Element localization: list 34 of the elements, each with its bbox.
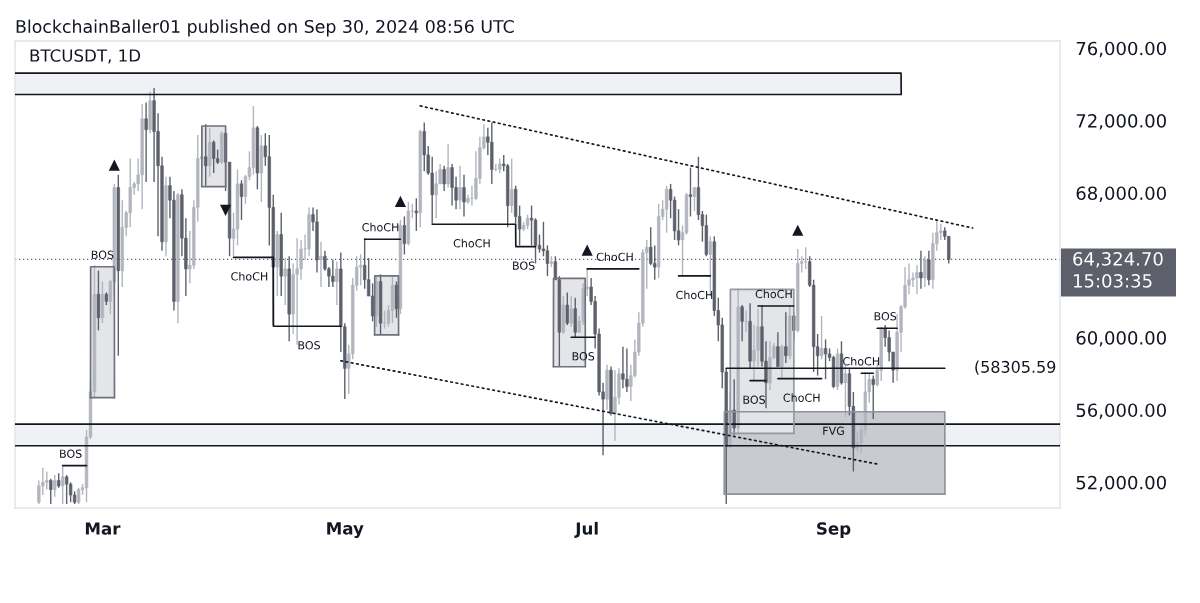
series-label: (58305.59 [975,360,1056,375]
annotation: ChoCH [843,356,880,366]
annotation: BOS [513,261,535,270]
annotation: ▲ [108,159,120,171]
annotation: BOS [60,449,82,458]
chart-subtitle: BTCUSDT, 1D [30,49,141,64]
annotation: ▲ [581,244,593,256]
text: 15:03:35 [1073,273,1152,288]
annotation: ChoCH [453,238,490,248]
chart-title: BlockchainBaller01 published on Sep 30, 2024 08:56 UTC [16,19,514,37]
annotation: ▲ [394,195,406,207]
ref-line-label: 64,324.70 [1073,251,1163,268]
annotation: ChoCH [676,290,713,300]
annotation: ChoCH [231,271,268,281]
x-tick-label: Mar [85,522,121,535]
x-tick-label: Sep [817,522,851,539]
annotation: BOS [874,312,897,321]
y-tick-label: 68,000.00 [1076,186,1166,202]
y-tick-label: 56,000.00 [1076,403,1166,419]
annotation: ChoCH [362,222,399,232]
annotation: BOS [91,250,114,259]
annotation: ChoCH [783,393,820,402]
y-tick-label: 72,000.00 [1076,114,1166,130]
annotation: FVG [823,426,844,435]
annotation: BOS [743,395,766,404]
annotation: ChoCH [596,252,633,262]
y-tick-label: 60,000.00 [1076,331,1166,347]
x-tick-label: Jul [574,521,598,538]
y-tick-label: 76,000.00 [1076,41,1166,58]
annotation: ChoCH [755,289,792,299]
y-tick-label: 52,000.00 [1076,475,1166,492]
x-tick-label: May [327,522,364,539]
annotation: BOS [298,341,321,350]
annotation: ▲ [792,224,804,236]
